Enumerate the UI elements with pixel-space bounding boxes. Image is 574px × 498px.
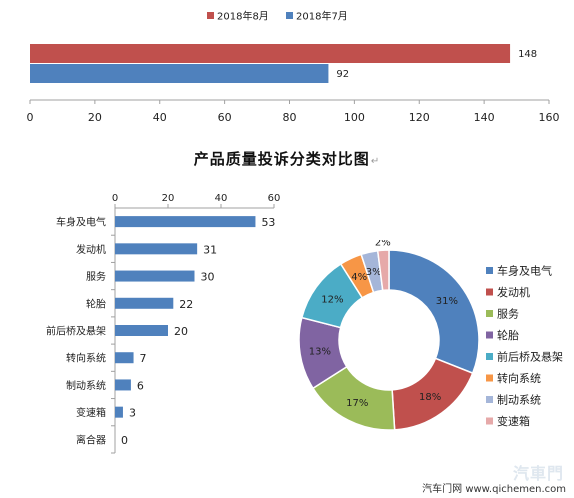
legend-swatch [207, 12, 214, 19]
legend-swatch [486, 310, 493, 317]
legend-label: 发动机 [497, 285, 530, 299]
tick-label: 20 [88, 111, 102, 124]
slice-label: 13% [309, 346, 331, 357]
legend-label: 前后桥及悬架 [497, 350, 563, 364]
bar [115, 270, 195, 282]
legend-swatch [286, 12, 293, 19]
category-label: 轮胎 [86, 297, 106, 310]
legend-swatch [486, 374, 493, 382]
monthly-bar-chart: 2018年8月 2018年7月 148 92 0 20 40 60 80 100 120 140 160 [27, 10, 560, 125]
data-label: 53 [261, 216, 275, 229]
bar [115, 406, 123, 418]
slice-label: 18% [419, 392, 441, 403]
slice-label: 12% [321, 294, 343, 305]
data-label: 31 [203, 243, 217, 256]
legend-swatch [486, 267, 493, 274]
donut-slice [388, 249, 480, 375]
legend-label: 变速箱 [497, 414, 530, 428]
legend-swatch [486, 288, 493, 296]
category-label: 车身及电气 [56, 216, 106, 229]
legend-swatch [486, 331, 493, 339]
bar [115, 243, 198, 255]
tick-label: 0 [27, 111, 34, 124]
data-label: 20 [174, 325, 188, 338]
legend-label: 制动系统 [497, 394, 541, 407]
slice-label: 2% [375, 240, 391, 249]
data-label: 92 [336, 69, 349, 80]
category-label: 离合器 [76, 433, 106, 446]
slice-label: 3% [366, 267, 382, 278]
category-donut-chart: 31% 18% 17% 13% 12% 4%3% 2% 车身及电气发动机服务轮胎前后桥及悬架转… [298, 240, 563, 431]
legend-label: 轮胎 [497, 328, 519, 342]
tick-label: 40 [153, 111, 167, 124]
legend-label: 服务 [497, 308, 519, 321]
data-label: 6 [137, 379, 144, 392]
bar [30, 44, 511, 63]
slice-label: 4% [351, 272, 367, 283]
tick-label: 80 [283, 111, 297, 124]
data-label: 0 [121, 434, 128, 447]
category-label: 服务 [86, 270, 106, 283]
return-mark: ↵ [370, 156, 381, 167]
data-label: 148 [518, 49, 537, 60]
slice-label: 17% [346, 398, 368, 409]
tick-label: 160 [539, 111, 560, 124]
data-label: 3 [129, 407, 136, 420]
slice-label: 31% [436, 296, 458, 307]
category-label: 制动系统 [66, 379, 106, 392]
data-label: 7 [140, 352, 147, 365]
bar [115, 216, 256, 228]
bar [115, 352, 134, 364]
tick-label: 120 [409, 111, 430, 124]
tick-label: 60 [268, 193, 281, 204]
data-label: 30 [201, 271, 215, 284]
tick-label: 140 [474, 111, 495, 124]
tick-label: 40 [215, 193, 228, 204]
tick-label: 20 [162, 193, 175, 204]
data-label: 22 [179, 298, 193, 311]
legend-swatch [486, 396, 493, 403]
chart-title: 产品质量投诉分类对比图↵ [193, 150, 381, 168]
bar [115, 297, 174, 309]
tick-label: 100 [344, 111, 365, 124]
legend-label: 2018年8月 [217, 10, 269, 23]
category-label: 变速箱 [76, 406, 106, 419]
donut-slice [376, 249, 390, 292]
category-label: 转向系统 [66, 352, 106, 365]
tick-label: 0 [112, 193, 118, 204]
legend-label: 转向系统 [497, 371, 541, 385]
bar [115, 325, 168, 336]
legend-label: 车身及电气 [497, 264, 552, 278]
tick-label: 60 [218, 111, 232, 124]
category-label: 发动机 [76, 243, 106, 256]
legend-label: 2018年7月 [296, 10, 348, 23]
legend-swatch [486, 353, 493, 360]
bar [115, 379, 131, 391]
watermark-logo: 汽車門 [512, 464, 564, 483]
source-footer: 汽车门网 www.qichemen.com [422, 484, 566, 495]
bar [30, 64, 329, 83]
legend-swatch [486, 417, 493, 425]
category-label: 前后桥及悬架 [46, 325, 106, 338]
